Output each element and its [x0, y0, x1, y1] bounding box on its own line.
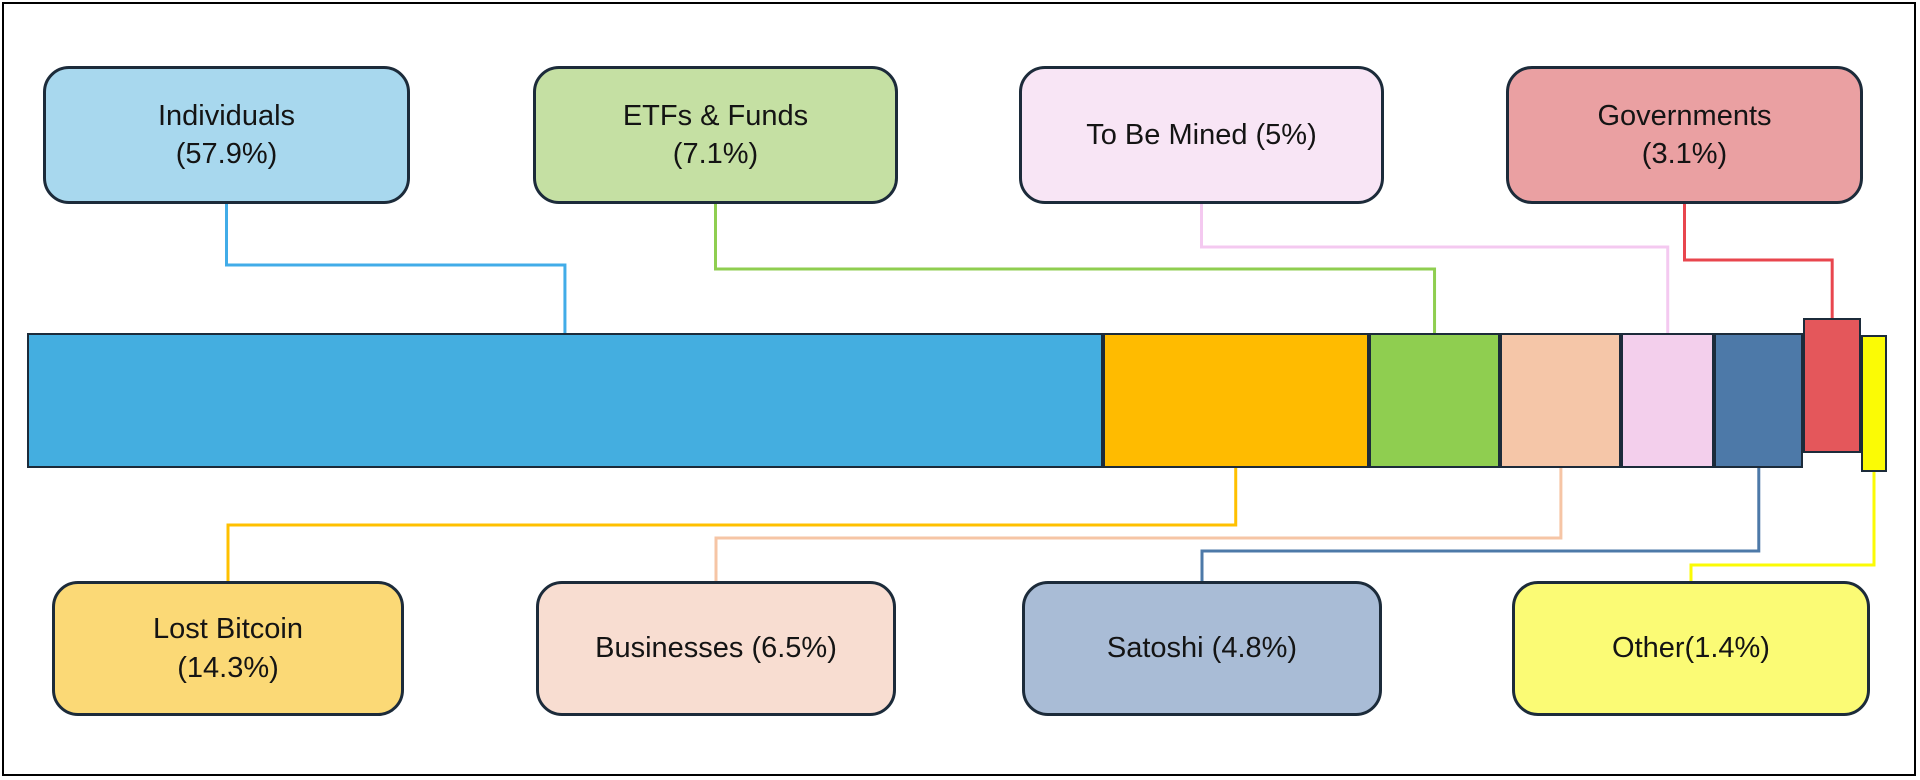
- label-text: ETFs & Funds (7.1%): [623, 97, 808, 174]
- bar-segment-individuals: [27, 333, 1103, 468]
- label-line: (7.1%): [672, 138, 759, 170]
- label-box-governments: Governments (3.1%): [1506, 66, 1863, 204]
- bar-segment-lost: [1102, 333, 1369, 468]
- label-box-businesses: Businesses (6.5%): [536, 581, 896, 716]
- connector-tobemined: [1200, 204, 1670, 335]
- label-line: To Be Mined (5%): [1086, 118, 1317, 151]
- label-line: Satoshi (4.8%): [1106, 632, 1298, 665]
- label-box-individuals: Individuals (57.9%): [43, 66, 410, 204]
- bar-segment-governments: [1803, 318, 1861, 453]
- label-box-etfs-funds: ETFs & Funds (7.1%): [533, 66, 898, 204]
- connector-lost: [226, 466, 1238, 581]
- label-box-other: Other(1.4%): [1512, 581, 1870, 716]
- bar-segment-tobemined: [1621, 333, 1715, 468]
- label-line: Other(1.4%): [1612, 632, 1770, 665]
- label-line: ETFs & Funds: [622, 99, 809, 132]
- label-line: (57.9%): [175, 138, 278, 170]
- connector-individuals: [225, 204, 567, 335]
- label-line: (3.1%): [1641, 138, 1728, 170]
- label-text: To Be Mined (5%): [1086, 116, 1317, 154]
- label-text: Other(1.4%): [1612, 629, 1770, 667]
- label-box-lost-bitcoin: Lost Bitcoin (14.3%): [52, 581, 404, 716]
- connector-businesses: [714, 466, 1563, 581]
- connector-satoshi: [1200, 466, 1761, 581]
- connector-governments: [1683, 204, 1834, 320]
- label-box-satoshi: Satoshi (4.8%): [1022, 581, 1382, 716]
- bar-segment-etfs: [1368, 333, 1501, 468]
- stacked-bar: [27, 318, 1887, 472]
- connector-etfs: [714, 204, 1437, 335]
- label-text: Lost Bitcoin (14.3%): [153, 610, 303, 687]
- label-line: Lost Bitcoin: [153, 613, 303, 646]
- label-line: Businesses (6.5%): [595, 632, 837, 665]
- bar-segment-satoshi: [1714, 333, 1804, 468]
- connector-other: [1689, 470, 1876, 581]
- label-line: Individuals: [157, 99, 296, 132]
- label-text: Satoshi (4.8%): [1107, 629, 1297, 667]
- bar-segment-businesses: [1500, 333, 1622, 468]
- label-line: (14.3%): [177, 651, 279, 684]
- label-text: Individuals (57.9%): [158, 97, 295, 174]
- label-text: Governments (3.1%): [1597, 97, 1771, 174]
- label-line: Governments: [1597, 99, 1772, 132]
- bar-segment-other: [1860, 335, 1887, 472]
- label-text: Businesses (6.5%): [595, 629, 837, 667]
- label-box-to-be-mined: To Be Mined (5%): [1019, 66, 1384, 204]
